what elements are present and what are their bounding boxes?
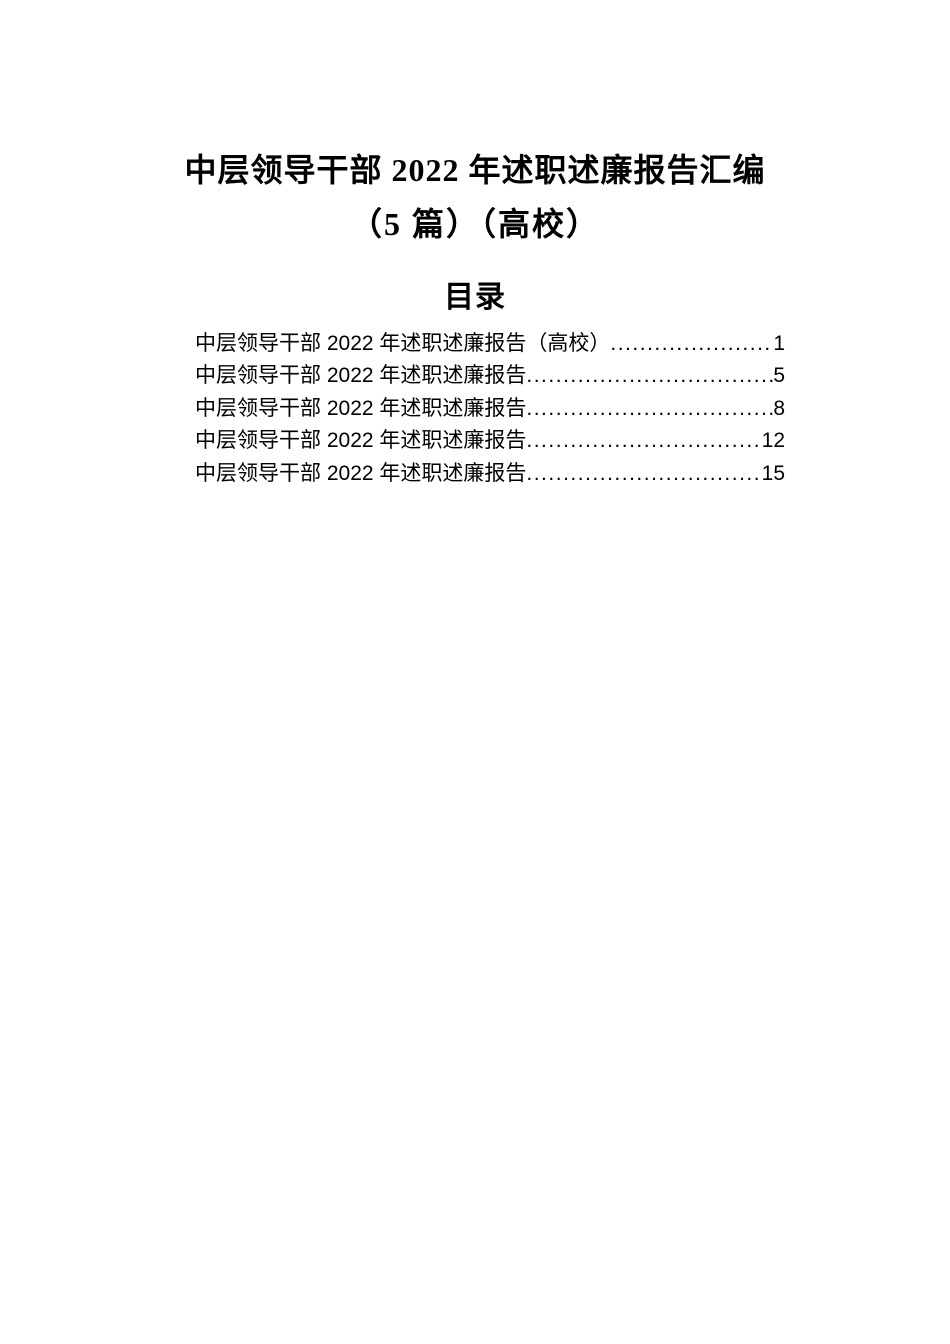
toc-entry-label: 中层领导干部 2022 年述职述廉报告 (195, 393, 526, 426)
toc-dots (526, 393, 773, 426)
toc-entry: 中层领导干部 2022 年述职述廉报告 8 (195, 393, 785, 426)
toc-dots (526, 360, 773, 393)
toc-entry-page: 15 (762, 458, 785, 491)
toc-entry-page: 1 (773, 328, 785, 361)
toc-entry-page: 8 (773, 393, 785, 426)
toc-entry-label: 中层领导干部 2022 年述职述廉报告 (195, 360, 526, 393)
document-title-block: 中层领导干部 2022 年述职述廉报告汇编 （5 篇）（高校） (0, 145, 950, 254)
toc-dots (610, 328, 773, 361)
toc-entry: 中层领导干部 2022 年述职述廉报告（高校） 1 (195, 328, 785, 361)
toc-entry: 中层领导干部 2022 年述职述廉报告 5 (195, 360, 785, 393)
toc-list: 中层领导干部 2022 年述职述廉报告（高校） 1 中层领导干部 2022 年述… (195, 328, 785, 491)
toc-entry: 中层领导干部 2022 年述职述廉报告 15 (195, 458, 785, 491)
toc-entry-label: 中层领导干部 2022 年述职述廉报告 (195, 458, 526, 491)
toc-entry-label: 中层领导干部 2022 年述职述廉报告（高校） (195, 328, 610, 361)
toc-entry-page: 12 (762, 425, 785, 458)
toc-dots (526, 458, 761, 491)
main-title-line1: 中层领导干部 2022 年述职述廉报告汇编 (0, 145, 950, 196)
toc-entry: 中层领导干部 2022 年述职述廉报告 12 (195, 425, 785, 458)
toc-dots (526, 425, 761, 458)
main-title-line2: （5 篇）（高校） (0, 196, 950, 254)
toc-heading: 目录 (0, 272, 950, 316)
toc-entry-label: 中层领导干部 2022 年述职述廉报告 (195, 425, 526, 458)
toc-entry-page: 5 (773, 360, 785, 393)
